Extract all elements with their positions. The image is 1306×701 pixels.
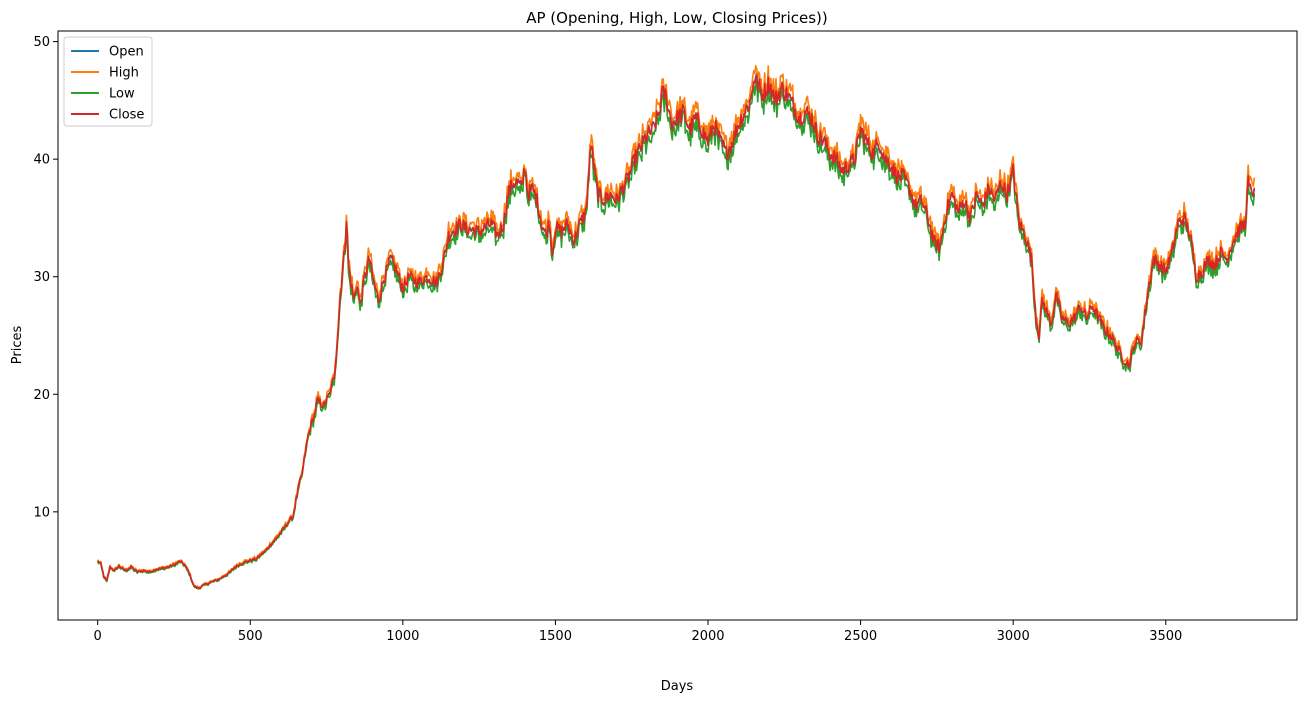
x-axis: 0 500 1000 1500 2000 2500 3000 3500 bbox=[94, 620, 1182, 644]
x-tick-label: 0 bbox=[94, 629, 102, 644]
y-axis: 10 20 30 40 50 bbox=[33, 35, 58, 520]
y-tick-label: 40 bbox=[33, 153, 50, 168]
x-tick-label: 2000 bbox=[691, 629, 724, 644]
x-tick-label: 500 bbox=[238, 629, 263, 644]
x-tick-label: 1500 bbox=[539, 629, 572, 644]
legend-label-low: Low bbox=[109, 87, 135, 102]
chart-title: AP (Opening, High, Low, Closing Prices)) bbox=[526, 9, 828, 27]
legend-label-open: Open bbox=[109, 45, 144, 60]
plot-frame bbox=[57, 30, 1298, 621]
y-tick-label: 50 bbox=[33, 35, 50, 50]
x-tick-label: 3500 bbox=[1149, 629, 1182, 644]
series-layer bbox=[96, 64, 1256, 590]
x-tick-label: 1000 bbox=[386, 629, 419, 644]
x-tick-label: 3000 bbox=[997, 629, 1030, 644]
series-line-close bbox=[97, 74, 1256, 590]
y-axis-label: Prices bbox=[10, 326, 25, 365]
legend-box bbox=[63, 36, 153, 127]
y-tick-label: 10 bbox=[33, 505, 50, 520]
legend: Open High Low Close bbox=[63, 36, 153, 127]
y-tick-label: 20 bbox=[33, 388, 50, 403]
legend-label-close: Close bbox=[109, 108, 144, 123]
x-axis-label: Days bbox=[661, 679, 694, 694]
y-tick-label: 30 bbox=[33, 270, 50, 285]
x-tick-label: 2500 bbox=[844, 629, 877, 644]
legend-label-high: High bbox=[109, 66, 139, 81]
